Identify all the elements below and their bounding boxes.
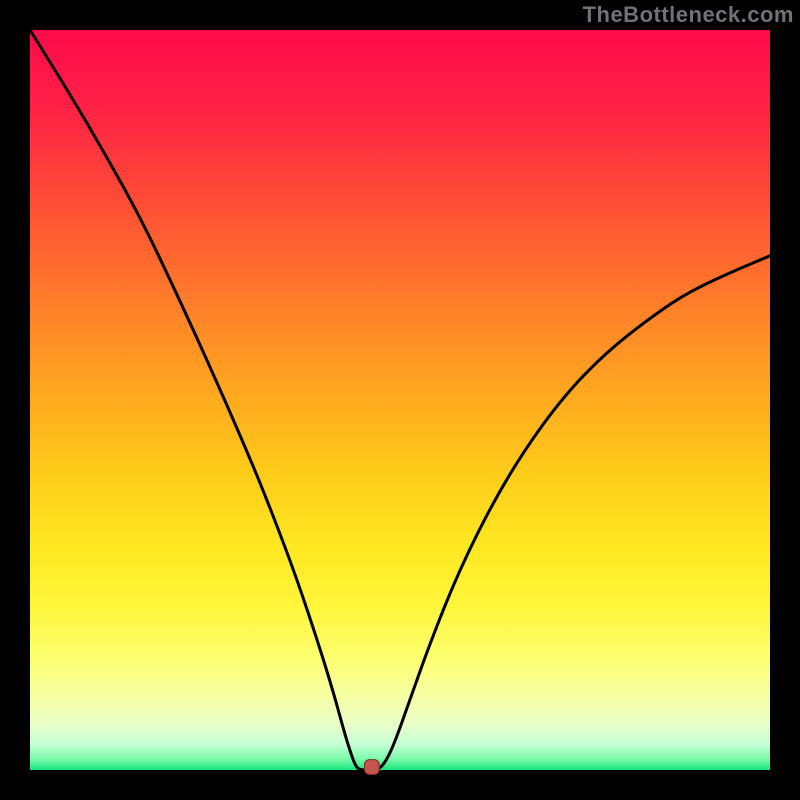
- bottleneck-chart-svg: [0, 0, 800, 800]
- null-point-marker: [364, 760, 379, 775]
- plot-background: [30, 30, 770, 770]
- chart-container: TheBottleneck.com: [0, 0, 800, 800]
- watermark-text: TheBottleneck.com: [583, 2, 794, 28]
